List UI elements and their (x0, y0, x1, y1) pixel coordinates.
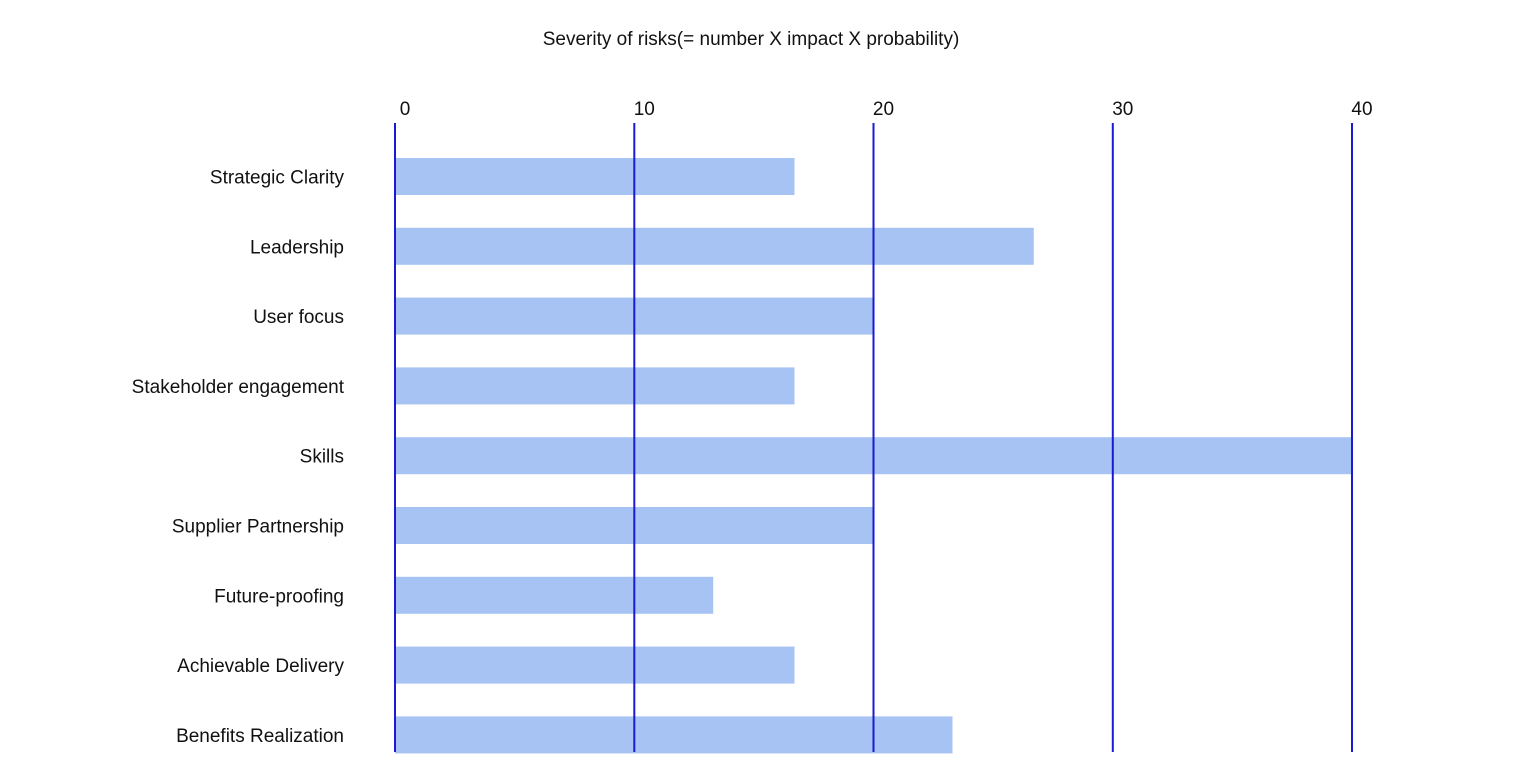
x-axis-ticks: 0 10 20 30 40 (400, 99, 1373, 120)
chart-title: Severity of risks(= number X impact X pr… (543, 29, 960, 50)
category-label-skills: Skills (300, 447, 344, 468)
category-label-achievable-delivery: Achievable Delivery (177, 656, 344, 677)
gridlines (394, 123, 1353, 752)
bar-benefits-realization (395, 716, 953, 754)
category-label-supplier-partnership: Supplier Partnership (172, 517, 344, 538)
bar-strategic-clarity (395, 158, 795, 195)
x-tick-label-30: 30 (1112, 99, 1133, 120)
category-label-leadership: Leadership (250, 237, 344, 258)
category-label-future-proofing: Future-proofing (214, 586, 344, 607)
category-label-strategic-clarity: Strategic Clarity (210, 168, 345, 189)
x-tick-label-10: 10 (634, 99, 655, 120)
bar-achievable-delivery (395, 646, 795, 684)
category-label-benefits-realization: Benefits Realization (176, 726, 344, 747)
bar-leadership (395, 227, 1034, 265)
x-tick-label-40: 40 (1351, 99, 1372, 120)
bar-stakeholder-engagement (395, 367, 795, 405)
category-label-stakeholder-engagement: Stakeholder engagement (132, 377, 345, 398)
category-labels: Strategic Clarity Leadership User focus Sta… (132, 168, 345, 747)
bar-future-proofing (395, 576, 714, 614)
x-tick-label-0: 0 (400, 99, 411, 120)
x-tick-label-20: 20 (873, 99, 894, 120)
category-label-user-focus: User focus (253, 307, 344, 328)
